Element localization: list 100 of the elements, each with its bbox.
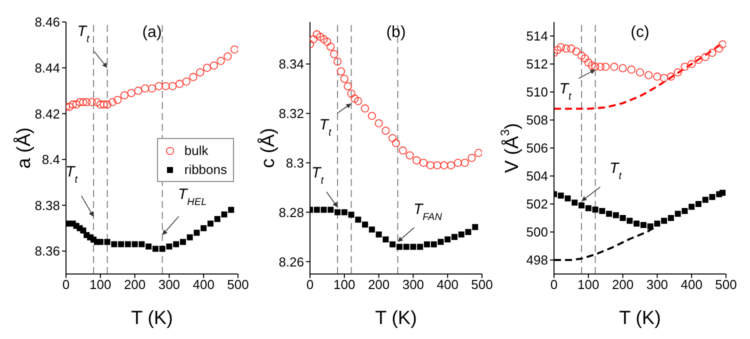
point — [636, 68, 644, 76]
x-tick-label: 300 — [158, 277, 180, 292]
point — [602, 62, 610, 71]
point — [433, 161, 442, 170]
x-axis-title: T (K) — [131, 308, 173, 329]
point — [330, 50, 338, 58]
point — [382, 236, 389, 242]
point — [406, 151, 414, 160]
annotation: T$_{t}$ — [319, 116, 332, 138]
point — [230, 45, 238, 54]
chart-title: (a) — [142, 24, 162, 41]
y-tick-label: 504 — [526, 168, 548, 184]
point — [440, 161, 448, 170]
y-tick-label: 514 — [526, 28, 548, 44]
point — [340, 74, 348, 83]
point — [154, 82, 163, 90]
x-tick-label: 500 — [227, 277, 249, 292]
point — [92, 98, 102, 106]
point — [564, 195, 571, 202]
point — [398, 146, 407, 155]
point — [368, 112, 376, 120]
point — [182, 78, 190, 86]
point — [472, 224, 478, 230]
y-tick-label: 8.34 — [278, 56, 304, 72]
x-axis-title: T (K) — [619, 308, 661, 329]
annotation: T$_{t}$ — [610, 160, 623, 182]
point — [180, 238, 186, 245]
point — [554, 46, 562, 54]
point — [354, 97, 362, 106]
point — [644, 71, 653, 80]
point — [430, 241, 437, 248]
point — [320, 206, 327, 213]
annotation: T$_{t}$ — [312, 164, 325, 186]
point — [424, 241, 430, 248]
point — [207, 220, 214, 227]
point — [79, 98, 88, 106]
point — [606, 210, 612, 217]
point — [214, 216, 220, 222]
point — [124, 241, 131, 248]
annotation: T$_{t}$ — [559, 80, 572, 102]
y-tick-label: 8.28 — [278, 204, 304, 220]
point — [567, 44, 576, 53]
point — [323, 38, 332, 46]
y-tick-label: 506 — [526, 140, 548, 156]
point — [336, 67, 346, 76]
point — [572, 47, 580, 56]
point — [82, 98, 91, 106]
point — [196, 68, 204, 76]
point — [599, 208, 606, 214]
point — [620, 215, 626, 221]
point — [132, 241, 138, 248]
x-tick-label: 400 — [680, 277, 702, 292]
y-tick-label: 8.36 — [34, 244, 60, 259]
point — [438, 238, 444, 245]
point — [96, 100, 104, 109]
point — [634, 220, 640, 227]
point — [168, 82, 177, 90]
x-tick-label: 100 — [578, 277, 600, 292]
point — [674, 210, 681, 217]
x-tick-label: 0 — [550, 277, 558, 292]
point — [702, 196, 708, 203]
point — [709, 194, 716, 200]
point — [390, 241, 396, 248]
legend-label: bulk — [184, 142, 208, 160]
point — [588, 61, 596, 70]
point — [146, 244, 152, 250]
point — [320, 35, 328, 44]
point — [348, 212, 354, 218]
point — [118, 241, 124, 248]
point — [562, 44, 570, 53]
point — [388, 134, 397, 142]
point — [200, 225, 207, 232]
point — [194, 230, 200, 236]
point — [76, 98, 84, 106]
point — [403, 244, 410, 250]
point — [460, 158, 469, 167]
point — [88, 98, 96, 106]
x-tick-label: 500 — [715, 277, 737, 292]
y-tick-label: 510 — [526, 84, 548, 100]
chart-title: (b) — [385, 24, 407, 42]
point — [108, 98, 116, 106]
point — [310, 35, 318, 44]
point — [152, 246, 158, 252]
point — [647, 223, 654, 230]
x-tick-label: 0 — [306, 277, 314, 292]
point — [368, 226, 375, 233]
point — [100, 100, 108, 109]
point — [572, 200, 578, 206]
annotation: T$_{FAN}$ — [414, 200, 443, 222]
point — [316, 32, 324, 41]
point — [347, 90, 356, 98]
annotation: T$_{HEL}$ — [178, 186, 207, 208]
y-tick-label: 498 — [526, 252, 548, 268]
point — [173, 241, 180, 248]
chart-title: (c) — [630, 24, 650, 42]
point — [360, 104, 370, 113]
point — [654, 220, 660, 227]
y-tick-label: 8.26 — [278, 254, 304, 270]
x-tick-label: 0 — [62, 277, 70, 292]
point — [474, 148, 482, 157]
